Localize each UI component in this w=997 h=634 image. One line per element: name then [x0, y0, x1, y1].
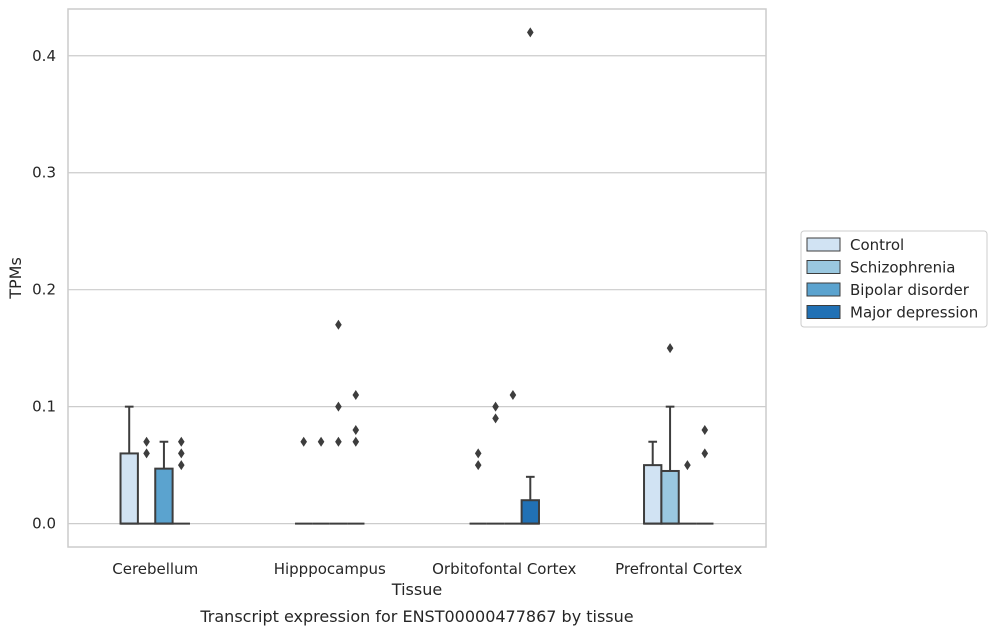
outlier-point	[143, 436, 150, 447]
legend-frame	[800, 230, 988, 328]
y-tick-label: 0.4	[32, 47, 56, 65]
outlier-point	[317, 436, 325, 447]
outlier-point	[177, 436, 185, 447]
box-body	[660, 469, 680, 525]
outlier-point	[474, 460, 482, 471]
legend-swatch	[806, 282, 841, 297]
outlier-point	[335, 436, 342, 447]
plot-frame	[67, 8, 767, 548]
outlier-point	[492, 401, 499, 412]
box-major-depression	[520, 475, 540, 525]
legend-label: Major depression	[850, 304, 978, 322]
outlier-point	[335, 319, 342, 330]
outlier-point	[352, 389, 360, 400]
box-bipolar-disorder	[154, 440, 174, 525]
legend-label: Bipolar disorder	[850, 281, 970, 299]
outlier-point	[352, 425, 360, 436]
box-control	[643, 440, 663, 525]
outlier-point	[509, 389, 517, 400]
outlier-point	[701, 425, 709, 436]
legend-label: Control	[850, 236, 904, 254]
x-tick-label: Prefrontal Cortex	[615, 560, 742, 578]
outlier-point	[666, 343, 674, 354]
x-tick-labels: Cerebellum Hipppocampus Orbitofontal Corte…	[112, 560, 742, 578]
outlier-point	[143, 448, 150, 459]
box-body	[119, 452, 139, 525]
y-tick-label: 0.0	[32, 515, 56, 533]
outlier-point	[352, 436, 360, 447]
box-body	[154, 467, 174, 525]
y-tick-label: 0.1	[32, 398, 56, 416]
y-tick-labels: 0.0 0.1 0.2 0.3 0.4	[32, 47, 56, 533]
outlier-point	[300, 436, 308, 447]
outlier-point	[701, 448, 709, 459]
boxes	[119, 405, 714, 525]
x-tick-label: Cerebellum	[112, 560, 198, 578]
legend-swatch	[806, 237, 841, 252]
y-tick-label: 0.2	[32, 281, 56, 299]
box-body	[520, 499, 540, 525]
x-axis-label: Tissue	[391, 580, 442, 599]
outlier-point	[474, 448, 482, 459]
y-axis-label: TPMs	[6, 257, 25, 300]
box-control	[119, 405, 139, 525]
legend-swatch	[806, 260, 841, 274]
legend-label: Schizophrenia	[850, 259, 955, 277]
y-tick-label: 0.3	[32, 164, 56, 182]
outlier-point	[684, 460, 691, 471]
legend-swatch	[806, 305, 841, 319]
x-tick-label: Orbitofontal Cortex	[432, 560, 576, 578]
outlier-point	[492, 413, 499, 424]
box-body	[643, 464, 663, 525]
grid-lines	[68, 55, 766, 525]
box-schizophrenia	[660, 405, 680, 525]
outlier-point	[526, 27, 534, 38]
outlier-point	[177, 448, 185, 459]
outlier-points	[143, 27, 709, 471]
chart-caption: Transcript expression for ENST0000047786…	[199, 607, 633, 626]
x-tick-label: Hipppocampus	[274, 560, 386, 578]
legend: Control Schizophrenia Bipolar disorder Majo…	[800, 230, 988, 328]
outlier-point	[177, 460, 185, 471]
outlier-point	[335, 401, 342, 412]
